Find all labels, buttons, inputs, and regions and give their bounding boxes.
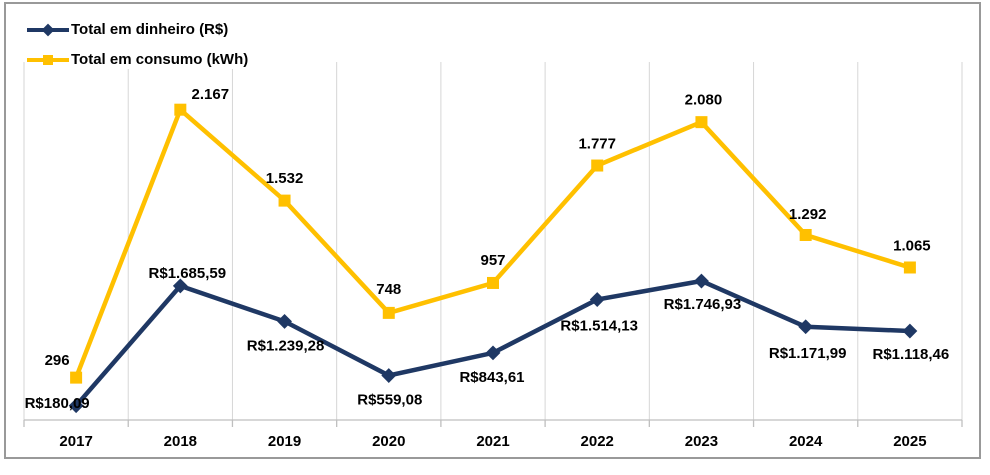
marker-dinheiro-2024 bbox=[798, 319, 814, 335]
marker-consumo-2018 bbox=[174, 103, 187, 116]
data-label-dinheiro-2018: R$1.685,59 bbox=[149, 265, 227, 282]
x-axis-label-2022: 2022 bbox=[581, 433, 614, 450]
marker-consumo-2024 bbox=[799, 228, 812, 241]
chart-frame bbox=[4, 2, 981, 459]
x-axis-label-2021: 2021 bbox=[476, 433, 509, 450]
x-axis-label-2025: 2025 bbox=[893, 433, 926, 450]
marker-dinheiro-2023 bbox=[694, 273, 709, 289]
marker-consumo-2021 bbox=[487, 276, 499, 289]
data-label-consumo-2023: 2.080 bbox=[685, 91, 723, 108]
marker-dinheiro-2018 bbox=[172, 278, 188, 294]
data-label-consumo-2025: 1.065 bbox=[893, 238, 931, 255]
x-axis-label-2024: 2024 bbox=[789, 433, 823, 450]
data-label-consumo-2021: 957 bbox=[480, 252, 505, 269]
marker-consumo-2020 bbox=[382, 306, 395, 319]
x-axis-label-2019: 2019 bbox=[268, 433, 301, 450]
data-label-dinheiro-2020: R$559,08 bbox=[357, 392, 422, 409]
data-label-consumo-2022: 1.777 bbox=[578, 136, 616, 153]
data-label-consumo-2017: 296 bbox=[45, 352, 70, 369]
data-label-dinheiro-2022: R$1.514,13 bbox=[560, 318, 638, 335]
chart-legend: Total em dinheiro (R$) Total em consumo … bbox=[27, 20, 253, 69]
legend-label-consumo: Total em consumo (kWh) bbox=[71, 51, 249, 68]
marker-dinheiro-2022 bbox=[589, 292, 605, 307]
x-axis-label-2020: 2020 bbox=[372, 433, 405, 450]
marker-consumo-2019 bbox=[278, 194, 291, 207]
data-label-dinheiro-2017: R$180,09 bbox=[25, 395, 90, 412]
marker-dinheiro-2019 bbox=[277, 313, 292, 329]
series-line-consumo bbox=[74, 105, 911, 379]
data-label-consumo-2018: 2.167 bbox=[192, 86, 230, 103]
legend-label-dinheiro: Total em dinheiro (R$) bbox=[71, 21, 229, 38]
marker-dinheiro-2017 bbox=[68, 398, 84, 414]
marker-dinheiro-2020 bbox=[381, 368, 397, 383]
marker-consumo-2025 bbox=[903, 261, 916, 274]
marker-dinheiro-2021 bbox=[485, 345, 501, 361]
data-label-consumo-2024: 1.292 bbox=[789, 206, 827, 223]
legend-item-dinheiro: Total em dinheiro (R$) bbox=[27, 20, 253, 39]
marker-consumo-2017 bbox=[70, 371, 83, 384]
data-label-consumo-2019: 1.532 bbox=[266, 170, 304, 187]
series-line-dinheiro bbox=[74, 278, 910, 408]
consumo-line-sample-icon bbox=[27, 54, 69, 65]
dinheiro-line-sample-icon bbox=[27, 23, 69, 36]
x-axis-label-2017: 2017 bbox=[59, 433, 92, 450]
data-label-dinheiro-2023: R$1.746,93 bbox=[664, 296, 742, 313]
marker-dinheiro-2025 bbox=[902, 323, 918, 339]
data-label-dinheiro-2025: R$1.118,46 bbox=[873, 346, 950, 363]
data-label-dinheiro-2024: R$1.171,99 bbox=[769, 345, 847, 362]
data-label-consumo-2020: 748 bbox=[376, 281, 401, 298]
data-label-dinheiro-2021: R$843,61 bbox=[459, 369, 524, 386]
x-axis-label-2018: 2018 bbox=[164, 433, 197, 450]
x-axis-label-2023: 2023 bbox=[685, 433, 718, 450]
marker-consumo-2023 bbox=[695, 116, 708, 129]
marker-consumo-2022 bbox=[591, 159, 604, 172]
data-label-dinheiro-2019: R$1.239,28 bbox=[247, 338, 325, 355]
legend-item-consumo: Total em consumo (kWh) bbox=[27, 50, 253, 69]
